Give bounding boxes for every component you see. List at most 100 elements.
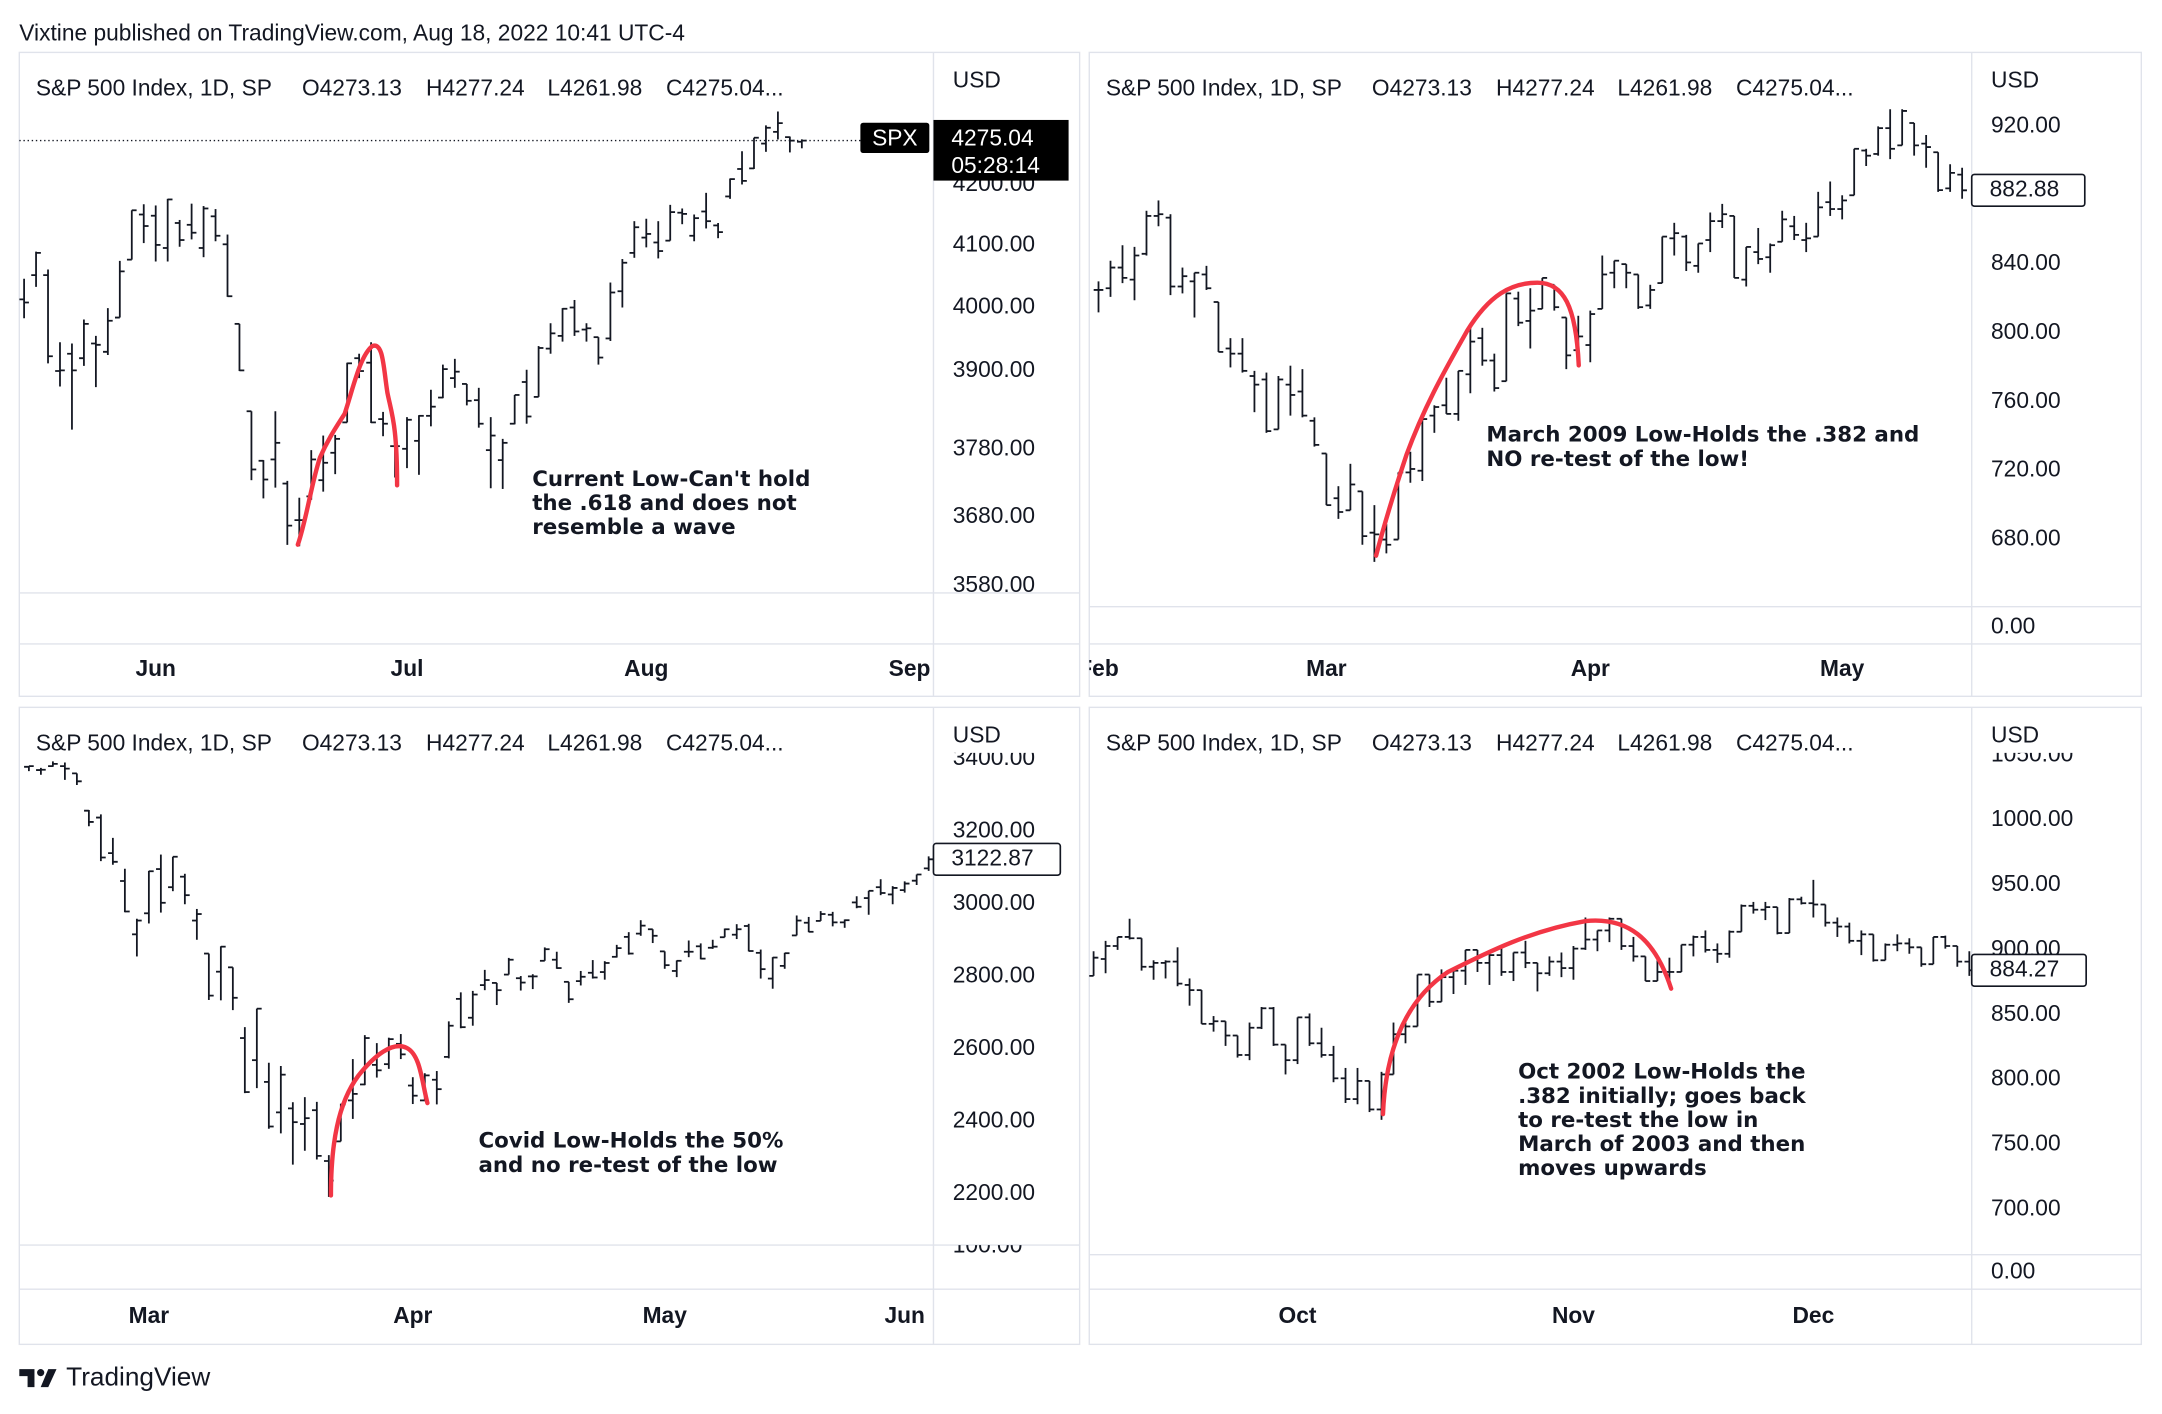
panel-frame (18, 51, 1081, 698)
footer-brand: TradingView (66, 1362, 210, 1392)
drawn-curve (328, 1044, 430, 1198)
drawn-curve (1380, 918, 1674, 1117)
symbol-tag: SPX (872, 124, 918, 150)
y-tick-label: 700.00 (1991, 1194, 2061, 1220)
ohlc-legend: S&P 500 Index, 1D, SP (36, 75, 272, 101)
y-tick-label: 3000.00 (953, 889, 1035, 915)
last-price-label: 3122.87 (951, 844, 1033, 870)
ohlc-legend: C4275.04... (666, 730, 784, 756)
ohlc-legend: H4277.24 (426, 730, 525, 756)
y-tick-label: 3580.00 (953, 571, 1035, 597)
ohlc-legend: O4273.13 (302, 75, 402, 101)
y-tick-label: 920.00 (1991, 111, 2061, 137)
x-tick-label: Jul (391, 655, 424, 681)
last-price-box (932, 842, 1062, 877)
x-tick-label: Jun (884, 1302, 924, 1328)
panel-frame (18, 706, 1081, 1346)
ohlc-legend: L4261.98 (547, 75, 642, 101)
ohlc-legend: H4277.24 (1496, 75, 1595, 101)
x-tick-label: Apr (393, 1302, 432, 1328)
y-tick-label: 2400.00 (953, 1106, 1035, 1132)
logo-part (19, 1369, 35, 1388)
footer-logo (19, 1369, 57, 1388)
x-tick-label: Dec (1793, 1302, 1835, 1328)
annotation-text: Covid Low-Holds the 50% (478, 1129, 783, 1154)
ohlc-legend: C4275.04... (1736, 730, 1854, 756)
chart-panel: S&P 500 Index, 1D, SP O4273.13 H4277.24 L42… (18, 706, 1081, 1346)
y-tick-label: 800.00 (1991, 1065, 2061, 1091)
chart-panel: S&P 500 Index, 1D, SP O4273.13 H4277.24 L42… (18, 51, 1081, 698)
y-tick-label: 3780.00 (953, 434, 1035, 460)
y-tick-label: 1000.00 (1991, 805, 2073, 831)
ohlc-legend: C4275.04... (666, 75, 784, 101)
y-tick-label: 3680.00 (953, 502, 1035, 528)
ohlc-legend: H4277.24 (1496, 730, 1595, 756)
last-price-box (1970, 953, 2087, 987)
x-tick-label: Feb (1078, 655, 1118, 681)
y-tick-label: 750.00 (1991, 1129, 2061, 1155)
annotation-text: resemble a wave (532, 515, 735, 540)
annotation-text: Oct 2002 Low-Holds the (1518, 1060, 1805, 1085)
published-line: Vixtine published on TradingView.com, Au… (19, 19, 685, 45)
y-tick-label: 800.00 (1991, 318, 2061, 344)
y-tick-label: 3900.00 (953, 356, 1035, 382)
last-price-box (1970, 173, 2086, 208)
currency-label: USD (953, 66, 1001, 92)
x-tick-label: Oct (1279, 1302, 1317, 1328)
hand-drawn-curves (295, 280, 1674, 1198)
bars (24, 761, 934, 1197)
symbol-tag-box (860, 122, 930, 154)
last-price-box (933, 119, 1069, 181)
y-tick-label: 3200.00 (953, 816, 1035, 842)
ohlc-legend: H4277.24 (426, 75, 525, 101)
lower-pane-tick-label: 0.00 (1991, 612, 2035, 638)
logo-part (37, 1369, 45, 1377)
y-tick-label: 2600.00 (953, 1034, 1035, 1060)
ohlc-legend: S&P 500 Index, 1D, SP (1106, 75, 1342, 101)
y-tick-label: 1050.00 (1991, 740, 2073, 766)
bars (19, 111, 807, 547)
y-tick-label: 950.00 (1991, 870, 2061, 896)
y-tick-label: 840.00 (1991, 249, 2061, 275)
x-tick-label: Jun (135, 655, 175, 681)
last-price-label: 4275.04 (951, 124, 1033, 150)
x-tick-label: Apr (1571, 655, 1610, 681)
y-tick-label: 760.00 (1991, 387, 2061, 413)
x-tick-label: Mar (1306, 655, 1347, 681)
drawn-curve (295, 343, 400, 547)
logo-part (40, 1369, 57, 1388)
last-price-label: 884.27 (1990, 955, 2060, 981)
lower-pane-tick-label: 100.00 (953, 1231, 1023, 1257)
currency-label: USD (1991, 721, 2039, 747)
x-tick-label: Mar (129, 1302, 170, 1328)
drawn-curve (1373, 280, 1581, 558)
annotation-text: moves upwards (1518, 1156, 1707, 1181)
countdown-label: 05:28:14 (951, 152, 1040, 178)
y-tick-label: 680.00 (1991, 525, 2061, 551)
y-tick-label: 720.00 (1991, 456, 2061, 482)
chart-panel: S&P 500 Index, 1D, SP O4273.13 H4277.24 L42… (1078, 51, 2143, 698)
x-tick-label: Aug (624, 655, 668, 681)
x-tick-label: May (1820, 655, 1865, 681)
annotation-text: March of 2003 and then (1518, 1132, 1805, 1157)
panel-frame (1088, 51, 2143, 698)
annotation-text: and no re-test of the low (478, 1153, 777, 1178)
ohlc-legend: L4261.98 (547, 730, 642, 756)
x-tick-label: Sep (889, 655, 931, 681)
ohlc-legend: S&P 500 Index, 1D, SP (1106, 730, 1342, 756)
annotation-text: NO re-test of the low! (1486, 447, 1749, 472)
currency-label: USD (1991, 66, 2039, 92)
ohlc-legend: O4273.13 (302, 730, 402, 756)
chart-panel: S&P 500 Index, 1D, SP O4273.13 H4277.24 L42… (1088, 706, 2143, 1346)
ohlc-legend: L4261.98 (1617, 730, 1712, 756)
ohlc-legend: O4273.13 (1372, 75, 1472, 101)
ohlc-legend: C4275.04... (1736, 75, 1854, 101)
ohlc-legend: O4273.13 (1372, 730, 1472, 756)
last-price-label: 882.88 (1990, 175, 2060, 201)
lower-pane-tick-label: 0.00 (1991, 1258, 2035, 1284)
x-tick-label: Nov (1552, 1302, 1595, 1328)
panel-frame (1088, 706, 2143, 1346)
y-tick-label: 4000.00 (953, 293, 1035, 319)
